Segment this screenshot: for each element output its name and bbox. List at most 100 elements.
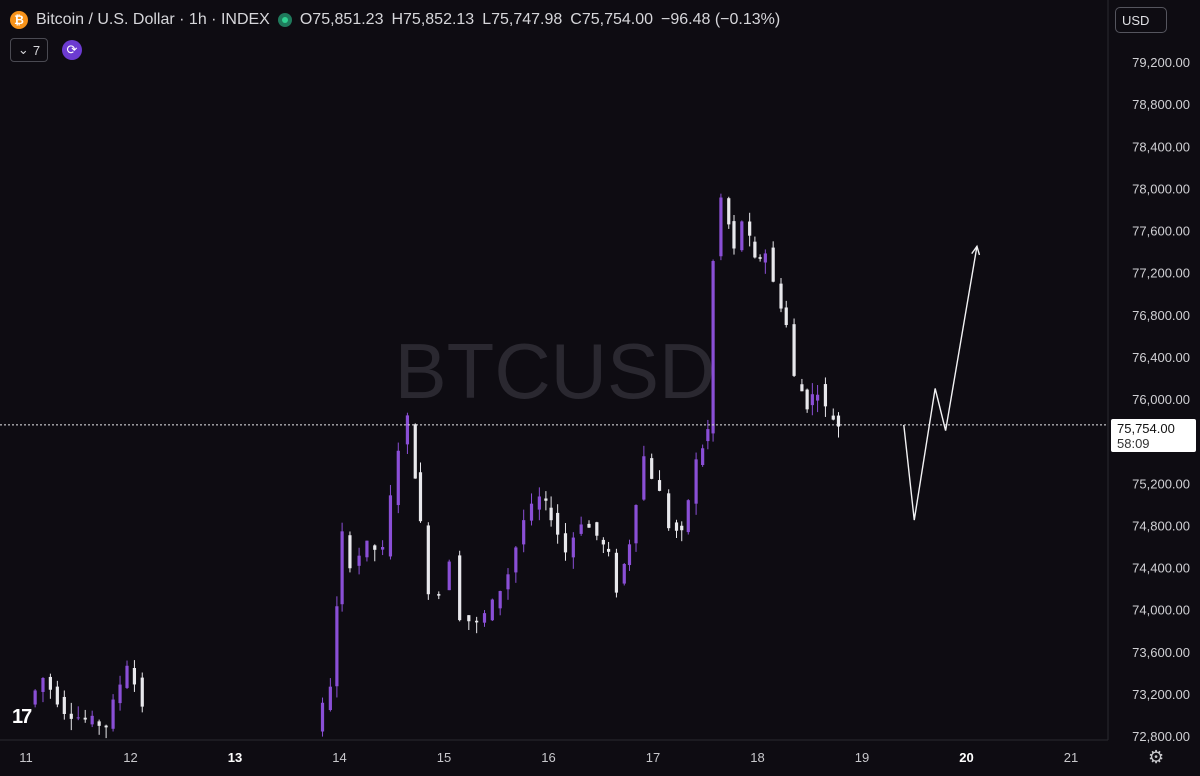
candle-body — [727, 198, 731, 225]
candle-body — [467, 615, 471, 622]
candle-body — [447, 561, 451, 591]
candle-body — [62, 696, 66, 714]
indicators-toggle-button[interactable]: ⌄ 7 — [10, 38, 48, 62]
candle-body — [815, 394, 820, 401]
chart-header: ₿ Bitcoin / U.S. Dollar · 1h · INDEX O75… — [10, 8, 780, 32]
candle-body — [792, 324, 796, 376]
candle-body — [634, 505, 638, 544]
x-tick-label: 16 — [541, 750, 555, 765]
candle-body — [529, 503, 534, 521]
candle-body — [83, 717, 87, 720]
candle-body — [48, 676, 52, 690]
y-tick-label: 74,400.00 — [1132, 561, 1190, 576]
candle-body — [537, 496, 541, 510]
ohlc-readout: O75,851.23 H75,852.13 L75,747.98 C75,754… — [300, 11, 780, 29]
change-value: −96.48 (−0.13%) — [661, 11, 781, 28]
close-value: C75,754.00 — [570, 11, 654, 28]
candle-body — [579, 524, 583, 534]
candle-body — [132, 667, 137, 685]
y-tick-label: 78,000.00 — [1132, 181, 1190, 196]
currency-select[interactable]: USD — [1115, 7, 1167, 33]
candle-body — [622, 564, 626, 584]
candle-body — [365, 540, 369, 558]
candle-body — [335, 606, 339, 687]
y-tick-label: 78,400.00 — [1132, 139, 1190, 154]
candle-body — [823, 384, 828, 407]
candle-body — [522, 520, 526, 545]
candle-body — [373, 545, 377, 550]
symbol-title[interactable]: Bitcoin / U.S. Dollar · 1h · INDEX — [36, 11, 270, 28]
candle-body — [76, 717, 80, 719]
candle-body — [601, 539, 605, 545]
x-tick-label: 11 — [19, 750, 33, 765]
candle-body — [544, 498, 548, 501]
sync-icon[interactable]: ⟳ — [62, 40, 82, 60]
candle-body — [405, 415, 410, 445]
candle-body — [711, 261, 715, 434]
candle-body — [69, 713, 73, 719]
candle-body — [748, 221, 752, 236]
candle-body — [784, 307, 788, 326]
candle-body — [810, 394, 814, 406]
candle-body — [758, 257, 762, 259]
y-tick-label: 79,200.00 — [1132, 55, 1190, 70]
x-tick-label: 13 — [228, 750, 242, 765]
candle-body — [701, 448, 705, 466]
candle-body — [706, 429, 710, 442]
candle-body — [55, 686, 59, 705]
candle-body — [320, 702, 325, 732]
candle-body — [694, 459, 698, 504]
candle-body — [614, 552, 619, 593]
y-tick-label: 76,800.00 — [1132, 308, 1190, 323]
y-tick-label: 78,800.00 — [1132, 97, 1190, 112]
y-tick-label: 77,600.00 — [1132, 224, 1190, 239]
x-tick-label: 17 — [646, 750, 660, 765]
candle-body — [732, 221, 736, 249]
candle-body — [606, 548, 611, 552]
candle-body — [719, 197, 723, 257]
open-value: O75,851.23 — [299, 11, 384, 28]
candle-body — [627, 544, 632, 566]
candle-body — [779, 283, 783, 309]
candle-body — [104, 725, 108, 728]
candle-body — [97, 721, 101, 726]
candle-body — [33, 690, 37, 705]
candle-body — [437, 594, 441, 596]
bitcoin-icon: ₿ — [10, 11, 28, 29]
candle-body — [836, 415, 841, 427]
candle-body — [426, 525, 430, 595]
candle-body — [340, 531, 344, 605]
candle-body — [740, 221, 744, 251]
candle-body — [667, 493, 671, 529]
y-tick-label: 74,800.00 — [1132, 518, 1190, 533]
tradingview-logo[interactable]: 17 — [12, 706, 32, 728]
candle-body — [458, 555, 462, 621]
candle-body — [396, 450, 400, 506]
candle-body — [328, 686, 332, 711]
candle-body — [475, 620, 479, 623]
x-tick-label: 21 — [1064, 750, 1078, 765]
gear-icon[interactable]: ⚙ — [1148, 747, 1165, 767]
candle-body — [514, 547, 518, 573]
candle-body — [680, 525, 684, 531]
y-tick-label: 76,000.00 — [1132, 392, 1190, 407]
candle-body — [118, 684, 122, 704]
candle-body — [388, 495, 393, 557]
candle-body — [587, 523, 591, 528]
projection-arrowhead — [971, 244, 981, 256]
candle-body — [571, 537, 575, 558]
candle-body — [642, 456, 646, 500]
candle-body — [506, 574, 510, 590]
indicator-count: 7 — [32, 42, 41, 58]
candle-body — [413, 424, 417, 479]
y-tick-label: 72,800.00 — [1132, 729, 1190, 744]
high-value: H75,852.13 — [391, 11, 475, 28]
candle-body — [125, 665, 129, 688]
x-tick-label: 15 — [437, 750, 451, 765]
candle-body — [418, 472, 423, 522]
candle-body — [595, 522, 599, 536]
candle-body — [357, 555, 361, 566]
candle-body — [549, 507, 553, 521]
candle-body — [90, 715, 94, 725]
